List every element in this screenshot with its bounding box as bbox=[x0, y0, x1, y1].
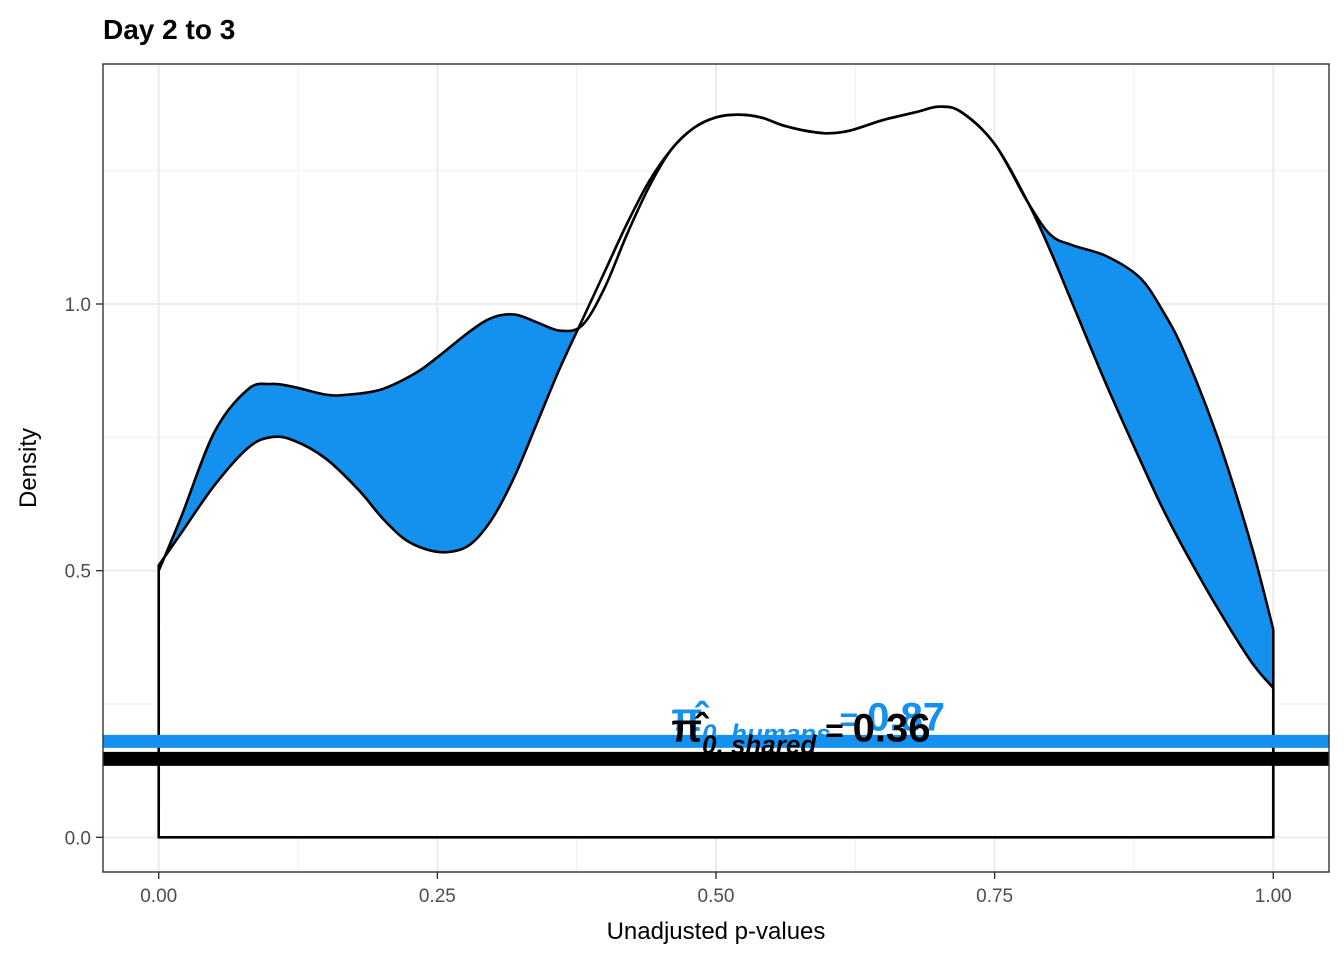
x-tick-label: 0.25 bbox=[419, 886, 456, 907]
y-axis-title: Density bbox=[15, 428, 42, 508]
x-tick-label: 1.00 bbox=[1255, 886, 1292, 907]
annotation-equals: = bbox=[816, 712, 852, 748]
annotation-humans: π̂0, humans = 0.87 bbox=[671, 696, 945, 749]
annotation-shared: π̂0, shared = 0.36 bbox=[671, 706, 930, 759]
annotation-equals: = bbox=[831, 702, 867, 738]
annotation-subscript: 0, humans bbox=[702, 719, 831, 749]
humans-density-outline bbox=[157, 105, 1275, 630]
annotation-value: 0.36 bbox=[853, 706, 931, 750]
chart-title: Day 2 to 3 bbox=[103, 14, 235, 45]
y-tick-label: 1.0 bbox=[65, 295, 91, 316]
axes: 0.00 0.25 0.50 0.75 1.00 0.0 0.5 1.0 bbox=[65, 295, 1292, 907]
annotation-subscript: 0, shared bbox=[702, 729, 817, 759]
series-layer bbox=[157, 105, 1275, 839]
annotation-value: 0.87 bbox=[867, 696, 945, 740]
x-tick-label: 0.50 bbox=[698, 886, 735, 907]
y-tick-label: 0.5 bbox=[65, 562, 91, 583]
x-tick-label: 0.75 bbox=[976, 886, 1013, 907]
x-axis-title: Unadjusted p-values bbox=[607, 918, 826, 945]
hline-layer bbox=[103, 734, 1329, 766]
x-tick-label: 0.00 bbox=[140, 886, 177, 907]
annotation-layer: π̂0, humans = 0.87π̂0, shared = 0.36 bbox=[671, 696, 945, 760]
y-tick-label: 0.0 bbox=[65, 828, 91, 849]
